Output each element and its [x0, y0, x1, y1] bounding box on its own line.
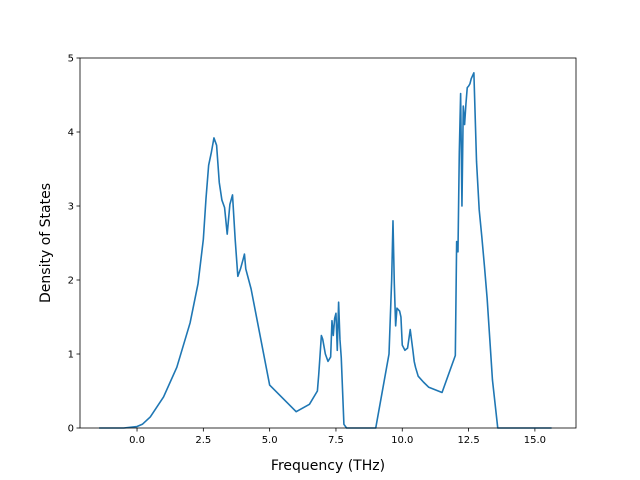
y-tick-label: 4	[68, 128, 74, 139]
x-tick-label: 5.0	[262, 435, 278, 446]
y-tick-label: 1	[68, 350, 74, 361]
x-axis-label: Frequency (THz)	[271, 458, 385, 474]
y-axis-label: Density of States	[38, 183, 54, 303]
x-axis-ticks: 0.0 2.5 5.0 7.5 10.0 12.5 15.0	[129, 428, 546, 446]
y-tick-label: 2	[68, 276, 74, 287]
x-tick-label: 10.0	[391, 435, 413, 446]
x-tick-label: 12.5	[457, 435, 479, 446]
plot-frame	[79, 57, 577, 429]
y-tick-label: 5	[68, 54, 74, 65]
x-tick-label: 0.0	[129, 435, 145, 446]
x-tick-label: 7.5	[328, 435, 344, 446]
x-tick-label: 2.5	[195, 435, 211, 446]
y-tick-label: 3	[68, 202, 74, 213]
x-tick-label: 15.0	[524, 435, 546, 446]
y-tick-label: 0	[68, 424, 74, 435]
y-axis-ticks: 0 1 2 3 4 5	[68, 54, 80, 435]
